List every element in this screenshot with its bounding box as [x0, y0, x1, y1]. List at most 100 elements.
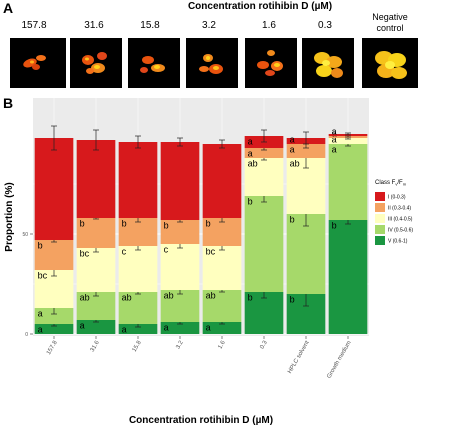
significance-letter: ab — [290, 159, 300, 169]
significance-letter: b — [164, 221, 169, 231]
legend-label: V (0.6-1) — [388, 239, 408, 245]
legend-title-part: Class F — [375, 180, 396, 186]
concentration-label-157.8: 157.8 — [21, 20, 47, 31]
bar-segment-iv — [286, 214, 326, 294]
significance-letter: a — [122, 325, 127, 335]
bar-segment-ii — [76, 218, 116, 248]
significance-letter: ab — [80, 293, 90, 303]
fluorescence-image-157.8 — [10, 38, 66, 88]
stacked-bar-chart: aabcbaabbcbaabcbaabcbaabbcbbbabaabbabaab… — [4, 98, 413, 426]
concentration-label-0.3: 0.3 — [318, 20, 332, 31]
significance-letter: ab — [248, 159, 258, 169]
bar-segment-iv — [202, 290, 242, 322]
negative-control-label-line2: control — [376, 23, 404, 33]
significance-letter: a — [38, 325, 43, 335]
x-tick-label: 1.6 — [217, 339, 227, 350]
bar-segment-iii — [118, 246, 158, 292]
significance-letter: b — [80, 219, 85, 229]
legend-title: Class Fv/Fm — [375, 180, 407, 187]
significance-letter: b — [332, 221, 337, 231]
x-tick-label: 15.8 — [132, 339, 143, 353]
significance-letter: a — [332, 135, 337, 145]
y-tick-label: 50 — [22, 232, 28, 238]
bar-segment-iv — [244, 196, 284, 292]
bar-segment-iv — [76, 292, 116, 320]
significance-letter: b — [248, 197, 253, 207]
legend-label: I (0-0.3) — [388, 195, 406, 201]
bar-segment-v — [244, 292, 284, 334]
significance-letter: b — [122, 219, 127, 229]
x-tick-label: HPLC solvent — [287, 340, 311, 375]
y-tick-label: 0 — [25, 332, 28, 338]
x-tick-label: 157.8 — [46, 339, 59, 356]
x-tick-label: Growth medium — [326, 340, 352, 380]
significance-letter: c — [122, 247, 127, 257]
bar-segment-i — [118, 142, 158, 218]
significance-letter: a — [290, 135, 295, 145]
panel-a-title: Concentration rotihibin D (µM) — [187, 1, 333, 12]
bar-segment-iv — [118, 292, 158, 324]
significance-letter: b — [206, 219, 211, 229]
x-tick-label: 0.3 — [259, 339, 269, 350]
bar-segment-iv — [160, 290, 200, 322]
fluorescence-image-31.6 — [70, 38, 122, 88]
significance-letter: ab — [206, 291, 216, 301]
legend-swatch-v — [375, 236, 385, 245]
significance-letter: a — [290, 145, 295, 155]
fluorescence-image-0.3 — [302, 38, 354, 88]
x-tick-label: 31.6 — [90, 339, 101, 353]
negative-control-label-line1: Negative — [372, 12, 408, 22]
significance-letter: b — [248, 293, 253, 303]
bar-segment-v — [328, 220, 368, 334]
significance-letter: a — [80, 321, 85, 331]
bar-segment-v — [76, 320, 116, 334]
bar-segment-iii — [76, 248, 116, 292]
significance-letter: c — [164, 245, 169, 255]
fluorescence-image-15.8 — [128, 38, 180, 88]
concentration-label-1.6: 1.6 — [262, 20, 276, 31]
panel-a-letter: A — [3, 0, 14, 16]
bar-segment-iii — [244, 158, 284, 196]
bar-segment-iii — [328, 138, 368, 144]
fluorescence-image-3.2 — [186, 38, 238, 88]
bar-segment-i — [76, 140, 116, 218]
fluorescence-image-1.6 — [245, 38, 297, 88]
negative-control-label: Negative control — [361, 12, 419, 34]
legend-title-subscript: v — [395, 182, 397, 187]
bar-segment-i — [34, 138, 74, 240]
significance-letter: a — [38, 309, 43, 319]
bar-segment-iii — [202, 246, 242, 290]
legend-label: IV (0.5-0.6) — [388, 228, 413, 234]
legend-swatch-i — [375, 192, 385, 201]
concentration-label-15.8: 15.8 — [140, 20, 160, 31]
bar-segment-v — [202, 322, 242, 334]
significance-letter: bc — [206, 247, 216, 257]
bar-segment-ii — [244, 148, 284, 158]
bar-segment-v — [160, 322, 200, 334]
significance-letter: ab — [122, 293, 132, 303]
concentration-label-31.6: 31.6 — [84, 20, 104, 31]
significance-letter: a — [248, 149, 253, 159]
bar-segment-ii — [160, 220, 200, 244]
significance-letter: b — [290, 295, 295, 305]
significance-letter: a — [332, 127, 337, 137]
panel-b-letter: B — [3, 95, 14, 111]
bar-segment-ii — [286, 144, 326, 158]
x-axis-title: Concentration rotihibin D (µM) — [129, 415, 273, 426]
bar-segment-i — [202, 144, 242, 218]
significance-letter: a — [332, 129, 337, 139]
significance-letter: a — [332, 145, 337, 155]
legend-title-part: /F — [397, 180, 403, 186]
legend-label: II (0.3-0.4) — [388, 206, 411, 212]
legend-label: III (0.4-0.5) — [388, 217, 413, 223]
bar-segment-i — [160, 142, 200, 220]
bar-segment-v — [118, 324, 158, 334]
significance-letter: b — [290, 215, 295, 225]
significance-letter: a — [164, 323, 169, 333]
bar-segment-iv — [328, 144, 368, 220]
bar-segment-ii — [118, 218, 158, 246]
legend-swatch-iv — [375, 225, 385, 234]
significance-letter: bc — [38, 271, 48, 281]
significance-letter: ab — [164, 291, 174, 301]
bar-segment-ii — [202, 218, 242, 246]
